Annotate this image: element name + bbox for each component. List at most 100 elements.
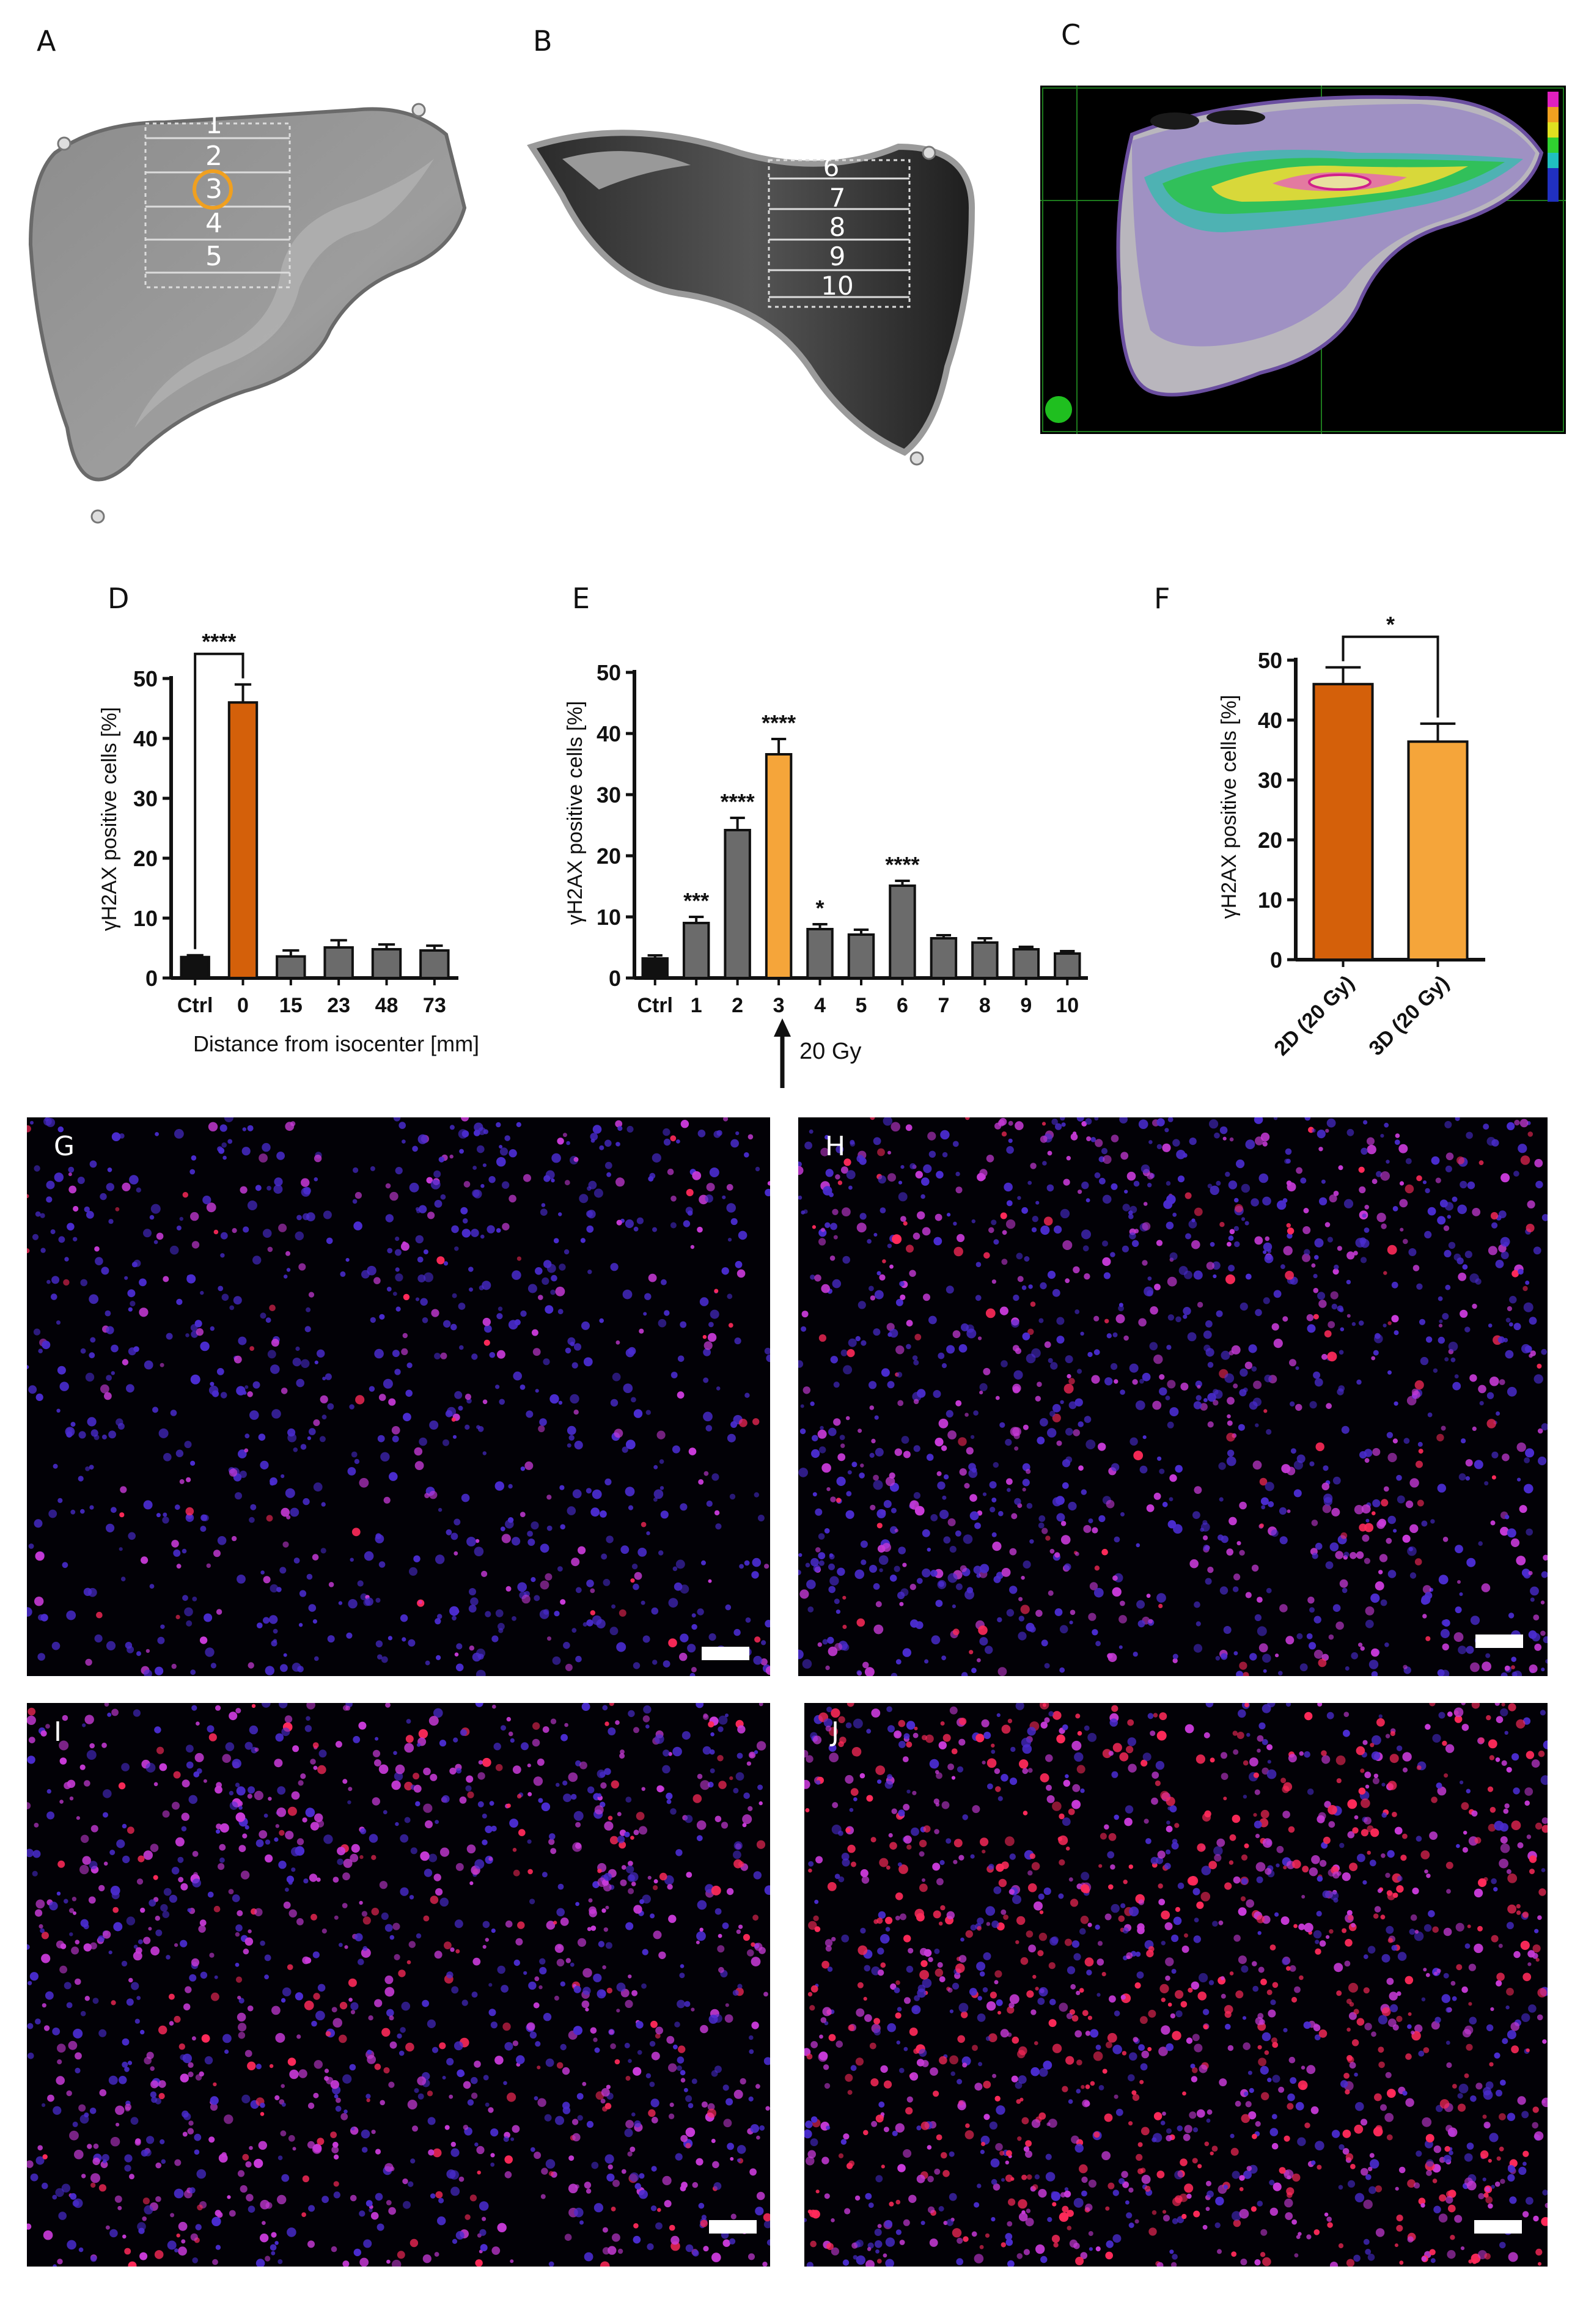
position-label-5: 5 (205, 241, 222, 272)
panel-letter-b: B (533, 24, 553, 57)
panel-letter-h: H (825, 1131, 846, 1162)
micrograph-h-cells (798, 1117, 1548, 1676)
y-tick-label: 50 (597, 660, 621, 685)
bar-23 (323, 946, 354, 980)
position-label-2: 2 (205, 141, 222, 172)
x-tick-label: 1 (691, 994, 702, 1017)
bar-5 (847, 933, 875, 979)
bar-2d-20-gy- (1312, 683, 1374, 961)
y-tick-label: 50 (133, 666, 158, 691)
x-tick-label: 5 (856, 994, 867, 1017)
scale-bar-i (709, 2220, 757, 2234)
micrograph-h: H (798, 1117, 1548, 1676)
panel-letter-c: C (1061, 18, 1081, 51)
x-tick-label: 9 (1020, 994, 1032, 1017)
bar-3d-20-gy- (1407, 740, 1469, 961)
position-label-9: 9 (829, 241, 846, 271)
position-label-8: 8 (829, 212, 846, 242)
panel-letter-e: E (572, 582, 590, 615)
panel-letter-j: J (831, 1716, 839, 1748)
significance-bracket (194, 652, 244, 949)
isocenter-marker (193, 169, 233, 210)
micrograph-j-cells (804, 1703, 1548, 2267)
x-tick-label: 7 (938, 994, 949, 1017)
bar-3 (765, 753, 793, 979)
treatment-plan-image (1040, 86, 1566, 434)
chart-d-ylabel: γH2AX positive cells [%] (98, 707, 121, 932)
bar-8 (971, 941, 999, 979)
significance-stars: * (816, 895, 825, 921)
y-tick-label: 30 (133, 786, 158, 811)
y-tick-label: 0 (1270, 947, 1282, 973)
position-label-6: 6 (823, 152, 840, 182)
scale-bar-j (1474, 2220, 1522, 2234)
x-tick-label: 4 (814, 994, 826, 1017)
y-tick-label: 50 (1258, 648, 1282, 673)
bar-1 (682, 922, 710, 979)
y-tick-label: 40 (1258, 708, 1282, 733)
chart-d-xlabel: Distance from isocenter [mm] (193, 1031, 479, 1056)
phantom-b-image: 6 7 8 9 10 (527, 130, 975, 466)
bar-6 (889, 884, 916, 979)
x-tick-label: Ctrl (637, 994, 673, 1017)
phantom-a-image: 1 2 3 4 5 (28, 103, 467, 524)
significance-label: **** (202, 629, 236, 654)
chart-e-gamma-h2ax-by-position: γH2AX positive cells [%] 20 Gy 0 10 20 30 40… (564, 660, 1088, 1088)
y-tick-label: 40 (133, 726, 158, 751)
y-tick-label: 10 (133, 906, 158, 931)
bar-0 (227, 701, 259, 979)
significance-stars: **** (762, 710, 796, 735)
chart-f-2d-vs-3d: γH2AX positive cells [%] 0 10 20 30 40 50 2D (… (1218, 612, 1485, 1061)
y-tick-label: 20 (597, 844, 621, 869)
y-tick-label: 10 (1258, 888, 1282, 913)
x-tick-label: 23 (327, 994, 350, 1017)
bar-7 (930, 937, 958, 979)
chart-e-ylabel: γH2AX positive cells [%] (564, 701, 587, 925)
x-tick-label: 2D (20 Gy) (1269, 971, 1359, 1061)
micrograph-i: I (27, 1703, 770, 2267)
bar-9 (1012, 948, 1040, 979)
bar-4 (806, 928, 834, 979)
x-tick-label: 0 (237, 994, 249, 1017)
y-tick-label: 0 (145, 966, 158, 991)
micrograph-j: J (804, 1703, 1548, 2267)
dose-arrow-label: 20 Gy (799, 1039, 861, 1064)
x-tick-label: 6 (897, 994, 908, 1017)
x-tick-label: 3D (20 Gy) (1364, 971, 1453, 1061)
scale-bar-g (702, 1647, 749, 1660)
x-tick-label: Ctrl (177, 994, 213, 1017)
significance-stars: *** (683, 888, 709, 913)
position-label-10: 10 (821, 271, 853, 301)
micrograph-g: G (27, 1117, 770, 1676)
bar-2 (724, 829, 751, 979)
y-tick-label: 30 (1258, 768, 1282, 793)
panel-letter-g: G (54, 1131, 75, 1162)
panel-letter-d: D (108, 582, 130, 615)
x-tick-label: 48 (375, 994, 398, 1017)
x-tick-label: 15 (279, 994, 303, 1017)
y-tick-label: 20 (133, 846, 158, 871)
significance-stars: **** (721, 789, 755, 814)
position-label-1: 1 (205, 109, 222, 140)
bar-ctrl (641, 957, 669, 979)
significance-stars: **** (885, 852, 919, 877)
panel-letter-a: A (37, 24, 56, 57)
x-tick-label: 2 (732, 994, 743, 1017)
x-tick-label: 10 (1056, 994, 1079, 1017)
position-label-7: 7 (829, 183, 846, 213)
bar-ctrl (180, 955, 210, 980)
bar-10 (1054, 952, 1081, 979)
y-tick-label: 30 (597, 782, 621, 807)
y-tick-label: 20 (1258, 828, 1282, 853)
y-tick-label: 40 (597, 721, 621, 746)
x-tick-label: 73 (423, 994, 446, 1017)
position-label-4: 4 (205, 208, 222, 239)
position-label-3: 3 (205, 174, 222, 205)
significance-label: * (1386, 612, 1395, 637)
y-tick-label: 10 (597, 905, 621, 930)
x-tick-label: 3 (773, 994, 785, 1017)
bar-48 (371, 947, 402, 980)
bar-15 (276, 955, 306, 979)
micrograph-i-cells (27, 1703, 770, 2267)
panel-letter-f: F (1154, 582, 1170, 615)
